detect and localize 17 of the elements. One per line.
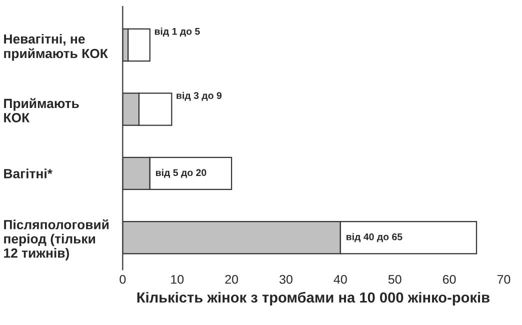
- data-label: від 3 до 9: [176, 92, 222, 101]
- y-tick-label: Післяпологовий період (тільки 12 тижнів): [4, 219, 109, 260]
- y-tick-label: Невагітні, не приймають КОК: [4, 34, 108, 61]
- data-label: від 1 до 5: [154, 28, 200, 37]
- x-tick-label: 60: [442, 274, 456, 284]
- y-tick-label: Вагітні*: [4, 168, 52, 178]
- x-tick-label: 30: [280, 274, 292, 284]
- data-label: від 5 до 20: [156, 168, 206, 178]
- x-tick-label: 50: [388, 274, 402, 284]
- data-label: від 40 до 65: [346, 233, 402, 242]
- x-axis-title: Кількість жінок з тромбами на 10 000 жінко-років: [137, 292, 490, 306]
- x-tick-label: 40: [334, 274, 347, 284]
- x-tick-label: 10: [171, 274, 184, 284]
- x-tick-label: 70: [497, 274, 510, 284]
- x-tick-label: 0: [120, 274, 126, 284]
- y-tick-label: Приймають КОК: [4, 98, 79, 122]
- x-tick-label: 20: [225, 274, 238, 284]
